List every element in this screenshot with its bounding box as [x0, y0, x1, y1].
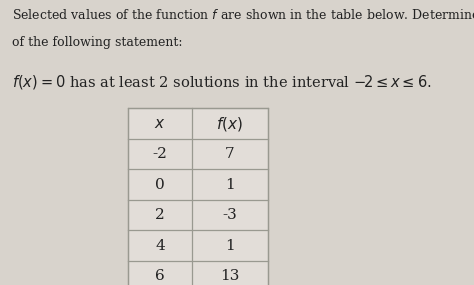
Text: 1: 1	[225, 178, 235, 192]
Text: 4: 4	[155, 239, 165, 253]
Text: 13: 13	[220, 269, 239, 283]
Text: Selected values of the function $f$ are shown in the table below. Determine the : Selected values of the function $f$ are …	[12, 7, 474, 24]
Text: 0: 0	[155, 178, 165, 192]
Text: 6: 6	[155, 269, 165, 283]
Text: 7: 7	[225, 147, 235, 161]
Text: -2: -2	[153, 147, 167, 161]
Text: 2: 2	[155, 208, 165, 222]
Text: $f(x)$: $f(x)$	[217, 115, 243, 133]
Text: -3: -3	[222, 208, 237, 222]
Bar	[128, 108, 268, 285]
Text: $x$: $x$	[154, 116, 166, 131]
Text: $f(x) = 0$ has at least 2 solutions in the interval $-\!2 \leq x \leq 6.$: $f(x) = 0$ has at least 2 solutions in t…	[12, 73, 431, 91]
Text: 1: 1	[225, 239, 235, 253]
Text: of the following statement:: of the following statement:	[12, 36, 182, 49]
